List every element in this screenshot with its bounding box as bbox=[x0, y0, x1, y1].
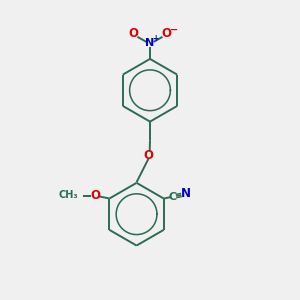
Text: O: O bbox=[90, 189, 100, 202]
Text: N: N bbox=[146, 38, 154, 48]
Text: O: O bbox=[143, 148, 154, 162]
Text: −: − bbox=[170, 24, 178, 34]
Text: N: N bbox=[181, 188, 191, 200]
Text: +: + bbox=[152, 34, 158, 43]
Text: CH₃: CH₃ bbox=[58, 190, 78, 200]
Text: C: C bbox=[169, 192, 177, 202]
Text: O: O bbox=[161, 27, 171, 40]
Text: O: O bbox=[128, 27, 138, 40]
